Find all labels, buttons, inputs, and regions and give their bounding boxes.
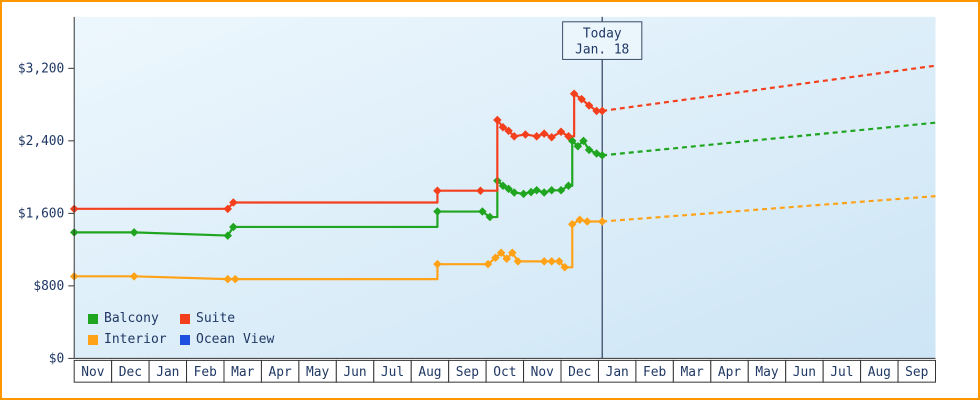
forecast-line [602,195,936,223]
month-label: Nov [531,365,554,380]
today-label-line2: Jan. 18 [575,42,629,57]
month-label: Jul [381,365,404,380]
month-label: Jan [156,365,179,380]
month-label: Apr [269,365,292,380]
data-point-marker[interactable] [526,187,536,197]
month-label: May [755,365,778,380]
data-point-marker[interactable] [582,217,592,226]
legend: Balcony Suite Interior Ocean View [88,312,274,346]
legend-grid: Balcony Suite Interior Ocean View [88,312,274,346]
data-point-marker[interactable] [584,101,594,110]
legend-item-interior[interactable]: Interior [88,333,180,346]
data-point-marker[interactable] [564,132,573,141]
data-point-marker[interactable] [504,184,513,194]
month-label: Mar [680,365,703,380]
y-tick-label: $2,400 [18,134,64,149]
suite-swatch-icon [180,313,190,324]
data-point-marker[interactable] [509,132,519,141]
data-point-marker[interactable] [509,188,519,197]
legend-label-suite: Suite [196,311,236,326]
month-label: Jan [606,365,629,380]
y-tick-label: $800 [33,279,64,294]
data-point-marker[interactable] [569,89,579,98]
month-label: Aug [418,365,441,380]
month-label: Sep [456,365,479,380]
month-label: Sep [905,365,928,380]
ocean-view-swatch-icon [180,334,190,345]
month-label: Aug [868,365,891,380]
data-point-marker[interactable] [476,186,485,195]
data-point-marker[interactable] [508,248,517,258]
legend-label-balcony: Balcony [104,311,159,326]
data-point-marker[interactable] [584,145,594,155]
data-point-marker[interactable] [564,181,573,190]
month-label: Jun [343,365,366,380]
data-point-marker[interactable] [502,254,511,263]
data-point-marker[interactable] [567,219,577,229]
month-label: May [306,365,329,380]
data-point-marker[interactable] [519,189,528,199]
month-cell [897,359,936,383]
interior-swatch-icon [88,334,98,345]
data-point-marker[interactable] [483,259,493,269]
legend-item-balcony[interactable]: Balcony [88,312,180,325]
month-label: Mar [231,365,254,380]
legend-label-ocean-view: Ocean View [196,332,275,347]
y-tick-label: $0 [49,351,64,366]
forecast-line [602,64,936,112]
data-point-marker[interactable] [579,136,588,146]
month-label: Feb [194,365,217,380]
forecast-line [602,121,936,157]
data-point-marker[interactable] [521,130,530,139]
month-label: Nov [81,365,104,380]
month-label: Jun [793,365,816,380]
today-label-line1: Today [583,27,622,42]
month-label: Dec [119,365,142,380]
y-axis-labels: $0 $800 $1,600 $2,400 $3,200 [18,61,75,366]
y-tick-label: $1,600 [18,206,64,221]
legend-item-suite[interactable]: Suite [180,312,274,325]
data-point-marker[interactable] [539,188,549,197]
month-label: Jul [830,365,853,380]
data-point-marker[interactable] [539,257,549,266]
data-point-marker[interactable] [539,129,549,138]
data-point-marker[interactable] [554,257,564,266]
month-label: Feb [643,365,666,380]
data-point-marker[interactable] [433,259,442,269]
data-point-marker[interactable] [491,253,500,263]
data-point-marker[interactable] [498,122,508,132]
y-tick-label: $3,200 [18,61,64,76]
balcony-swatch-icon [88,313,98,324]
month-axis: Nov Dec Jan Feb Mar Apr May Jun Jul Aug Sep Oct Nov D… [73,359,936,383]
month-label: Dec [568,365,591,380]
legend-item-ocean-view[interactable]: Ocean View [180,333,274,346]
legend-label-interior: Interior [104,332,167,347]
month-label: Oct [493,365,516,380]
data-point-marker[interactable] [223,204,232,214]
today-label-box [562,21,643,60]
month-label: Apr [718,365,741,380]
axes [73,16,936,359]
data-point-marker[interactable] [496,248,506,258]
